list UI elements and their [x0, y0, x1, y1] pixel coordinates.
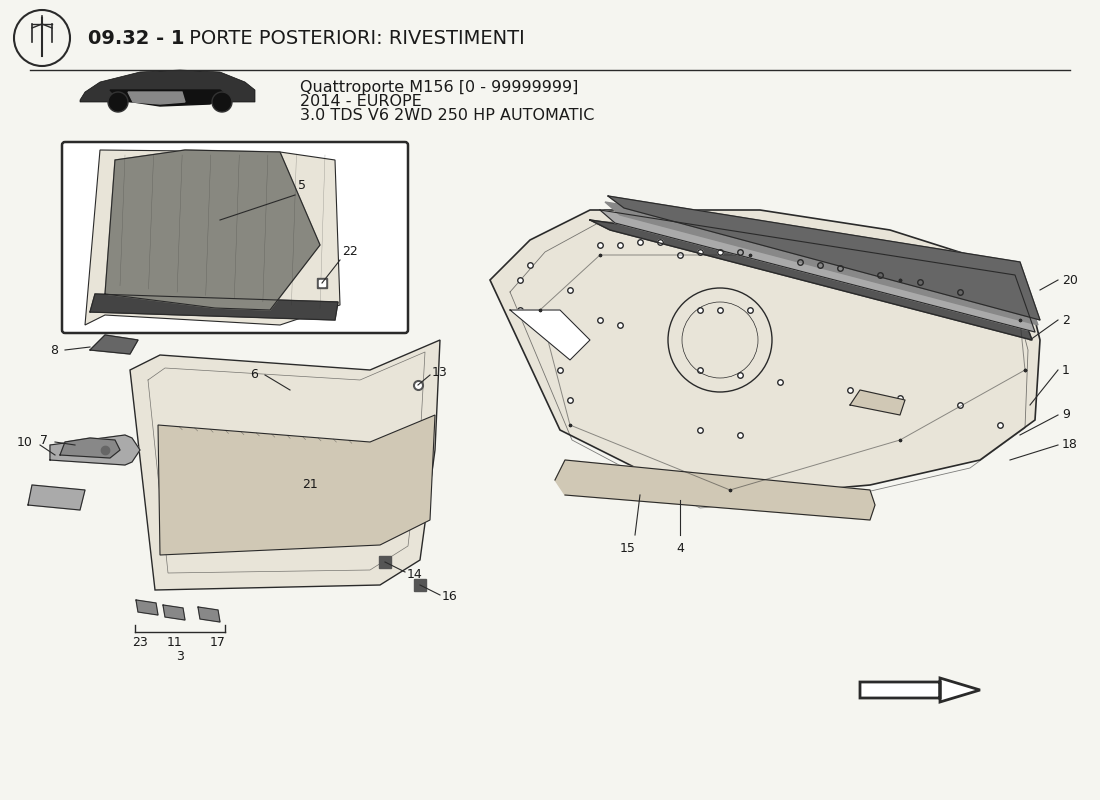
Polygon shape: [490, 210, 1040, 500]
Polygon shape: [600, 210, 1035, 332]
Polygon shape: [163, 605, 185, 620]
FancyBboxPatch shape: [62, 142, 408, 333]
Text: 2014 - EUROPE: 2014 - EUROPE: [300, 94, 421, 109]
Text: 09.32 - 1: 09.32 - 1: [88, 29, 185, 47]
Text: 13: 13: [432, 366, 448, 379]
Polygon shape: [104, 150, 320, 310]
Polygon shape: [85, 150, 340, 325]
Polygon shape: [850, 390, 905, 415]
Text: 21: 21: [302, 478, 318, 491]
Text: 4: 4: [676, 542, 684, 555]
Polygon shape: [136, 600, 158, 615]
Polygon shape: [90, 335, 138, 354]
Polygon shape: [510, 310, 590, 360]
Circle shape: [108, 92, 128, 112]
Polygon shape: [90, 294, 338, 320]
Text: 9: 9: [1062, 409, 1070, 422]
Polygon shape: [130, 340, 440, 590]
Polygon shape: [60, 438, 120, 458]
Text: 3: 3: [176, 650, 184, 663]
Text: 2: 2: [1062, 314, 1070, 326]
Text: 15: 15: [620, 542, 636, 555]
Polygon shape: [28, 485, 85, 510]
Polygon shape: [605, 202, 1038, 325]
Text: 20: 20: [1062, 274, 1078, 286]
Text: 18: 18: [1062, 438, 1078, 451]
Circle shape: [212, 92, 232, 112]
Text: 8: 8: [50, 343, 58, 357]
Text: 10: 10: [18, 435, 33, 449]
Text: 14: 14: [407, 567, 422, 581]
Polygon shape: [608, 196, 1040, 320]
Text: 16: 16: [442, 590, 458, 603]
Polygon shape: [110, 90, 226, 106]
Text: 1: 1: [1062, 363, 1070, 377]
Text: PORTE POSTERIORI: RIVESTIMENTI: PORTE POSTERIORI: RIVESTIMENTI: [183, 29, 525, 47]
Text: Quattroporte M156 [0 - 99999999]: Quattroporte M156 [0 - 99999999]: [300, 80, 579, 95]
Text: 5: 5: [298, 179, 306, 192]
Text: 11: 11: [167, 636, 183, 649]
Text: 23: 23: [132, 636, 147, 649]
Polygon shape: [128, 92, 185, 104]
Text: 7: 7: [40, 434, 48, 446]
Polygon shape: [556, 460, 874, 520]
Text: 6: 6: [250, 369, 258, 382]
Polygon shape: [198, 607, 220, 622]
Text: 3.0 TDS V6 2WD 250 HP AUTOMATIC: 3.0 TDS V6 2WD 250 HP AUTOMATIC: [300, 108, 594, 123]
Polygon shape: [158, 415, 434, 555]
Polygon shape: [80, 70, 255, 102]
Text: 22: 22: [342, 245, 358, 258]
Polygon shape: [50, 435, 140, 465]
Text: 17: 17: [210, 636, 225, 649]
Polygon shape: [860, 678, 980, 702]
Polygon shape: [590, 220, 1032, 340]
